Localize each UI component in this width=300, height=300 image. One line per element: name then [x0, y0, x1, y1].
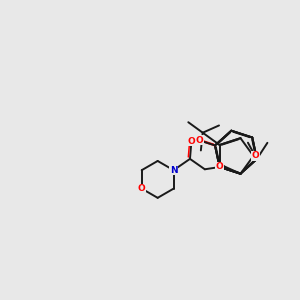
- Text: O: O: [252, 152, 260, 160]
- Text: N: N: [170, 166, 177, 175]
- Text: O: O: [188, 136, 195, 146]
- Text: O: O: [196, 136, 203, 145]
- Text: O: O: [138, 184, 146, 193]
- Text: O: O: [216, 163, 224, 172]
